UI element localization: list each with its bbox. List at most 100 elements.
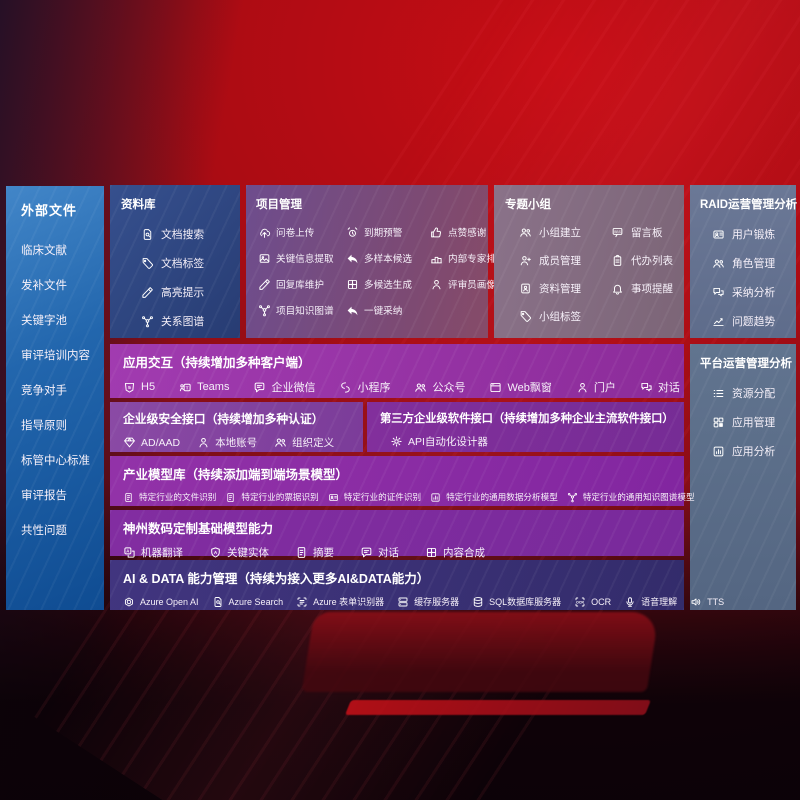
group-feature: 小组标签	[519, 309, 611, 324]
ai-capability-item: OCR OCR	[574, 596, 611, 608]
raid-feature: 采纳分析	[712, 284, 792, 300]
group-feature: 事项提醒	[611, 281, 680, 296]
project-feature: 回复库维护	[258, 277, 346, 291]
project-management-title: 项目管理	[256, 199, 302, 211]
raid-feature-label: 问题趋势	[732, 316, 776, 328]
diamond-icon	[123, 436, 136, 449]
topic-groups-items: 小组建立 BBS 留言板 成员管理 代办列表 资料管理 事项提醒 小组标签	[519, 225, 680, 324]
doc-search-icon	[212, 596, 224, 608]
industry-model-item-label: 特定行业的通用数据分析模型	[446, 492, 558, 502]
industry-model-title: 产业模型库（持续添加端到端场景模型）	[123, 468, 349, 482]
ai-capability-item: Azure Search	[212, 596, 284, 608]
external-file-item-label: 标管中心标准	[21, 455, 90, 467]
project-feature: 评审员画像	[430, 277, 506, 291]
reply-icon	[346, 252, 359, 265]
people-icon	[274, 436, 287, 449]
list-icon	[712, 387, 725, 400]
person-icon	[197, 436, 210, 449]
external-file-item-label: 竞争对手	[21, 385, 67, 397]
group-feature-label: 代办列表	[631, 255, 673, 267]
svg-text:T: T	[186, 385, 189, 391]
project-feature-label: 内部专家排名	[448, 254, 506, 265]
ai-capability-item-label: TTS	[707, 596, 725, 607]
ai-capability-item: TTS	[690, 596, 724, 608]
library-feature-label: 高亮提示	[161, 287, 205, 299]
library-feature-label: 文档搜索	[161, 229, 205, 241]
raid-ops-analysis-title: RAID运营管理分析	[700, 199, 798, 211]
raid-feature: 用户锻炼	[712, 226, 792, 242]
trend-icon	[712, 315, 725, 328]
auth-item-label: AD/AAD	[141, 436, 181, 449]
project-feature: 点赞感谢	[430, 225, 506, 239]
foundation-capability-item: 对话	[360, 545, 399, 560]
client-item: T Teams	[179, 381, 229, 394]
dialog-icon	[640, 381, 653, 394]
client-item: 门户	[576, 379, 616, 395]
pen-icon	[258, 278, 271, 291]
browser-icon	[489, 381, 502, 394]
industry-model-item: 特定行业的通用数据分析模型	[430, 491, 558, 503]
person-add-icon	[519, 254, 532, 267]
project-feature-label: 点赞感谢	[448, 228, 487, 239]
project-management-panel: 项目管理 问卷上传 到期预警 点赞感谢 关键信息提取 多样本候选 内部专家排名 回复库维护 多…	[246, 185, 506, 338]
ai-data-capability-row: AI & DATA 能力管理（持续为接入更多AI&DATA能力） Azure O…	[110, 560, 724, 610]
platform-feature-label: 应用分析	[732, 446, 776, 458]
raid-feature: 问题趋势	[712, 313, 792, 329]
ai-capability-item: 语音理解	[624, 595, 677, 608]
ocr-icon: OCR	[574, 596, 586, 608]
project-feature-label: 一键采纳	[364, 306, 403, 317]
project-feature-label: 关键信息提取	[276, 254, 334, 265]
library-feature-label: 文档标签	[161, 258, 205, 270]
ai-capability-item-label: OCR	[591, 596, 612, 607]
scan-doc-icon	[296, 596, 308, 608]
group-feature-label: 成员管理	[539, 255, 581, 267]
platform-feature-label: 应用管理	[732, 417, 776, 429]
people-icon	[414, 381, 427, 394]
project-feature-label: 项目知识图谱	[276, 306, 334, 317]
speaker-icon	[690, 596, 702, 608]
security-interface-items: AD/AAD 本地账号 组织定义	[123, 435, 351, 450]
external-file-item: 关键字池	[21, 315, 98, 328]
external-file-item: 标管中心标准	[21, 455, 98, 468]
foundation-model-title: 神州数码定制基础模型能力	[123, 522, 274, 536]
clipboard-icon	[611, 254, 624, 267]
svg-text:BBS: BBS	[614, 230, 621, 234]
ai-capability-item-label: Azure Search	[228, 596, 284, 607]
chat-icon	[253, 381, 266, 394]
bell-icon	[611, 282, 624, 295]
library-title: 资料库	[121, 199, 156, 211]
group-feature: 成员管理	[519, 253, 611, 268]
foundation-capability-item-label: 内容合成	[443, 547, 485, 559]
app-interaction-row: 应用交互（持续增加多种客户端） 5 H5 T Teams 企业微信 小程序 公众号 Web飘窗…	[110, 344, 684, 398]
industry-model-item: 特定行业的票据识别	[225, 491, 319, 503]
group-feature-label: 小组标签	[539, 311, 581, 323]
external-file-item: 指导原则	[21, 420, 98, 433]
foundation-capability-item-label: 关键实体	[227, 547, 269, 559]
id-card-icon	[328, 492, 339, 503]
album-icon	[519, 282, 532, 295]
raid-feature-label: 角色管理	[732, 258, 776, 270]
thirdparty-interface-items: API自动化设计器	[390, 434, 672, 449]
project-feature: 多候选生成	[346, 277, 430, 291]
platform-feature: 资源分配	[712, 385, 792, 401]
external-file-item-label: 共性问题	[21, 525, 67, 537]
library-items: 文档搜索文档标签高亮提示关系图谱文档分类	[141, 226, 234, 358]
auth-item-label: 组织定义	[292, 437, 335, 449]
dialog-icon	[712, 286, 725, 299]
project-feature-label: 多候选生成	[364, 280, 412, 291]
auth-item: 组织定义	[274, 435, 334, 450]
external-file-item-label: 审评培训内容	[21, 350, 90, 362]
group-feature-label: 留言板	[631, 227, 663, 239]
platform-feature-label: 资源分配	[732, 388, 776, 400]
client-item: 对话	[640, 379, 680, 395]
people-icon	[519, 226, 532, 239]
client-item: 公众号	[414, 379, 465, 395]
client-item-label: 小程序	[357, 382, 391, 394]
ai-capability-item: SQL数据库服务器	[472, 595, 561, 608]
project-feature: 一键采纳	[346, 303, 430, 317]
raid-feature: 角色管理	[712, 255, 792, 271]
project-feature: 多样本候选	[346, 251, 430, 265]
ai-capability-item: Azure 表单识别器	[296, 595, 384, 608]
client-item: 企业微信	[253, 379, 315, 395]
client-item-label: Web飘窗	[507, 382, 552, 394]
